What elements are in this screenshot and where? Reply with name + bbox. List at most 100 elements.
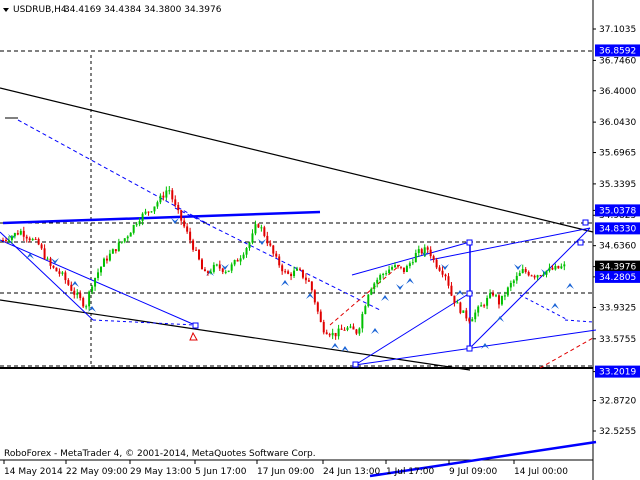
candle-body: [361, 314, 364, 329]
candle-body: [411, 262, 414, 264]
candle-body: [471, 319, 474, 322]
candle-body: [456, 302, 459, 304]
candle-body: [230, 264, 233, 271]
candle-body: [325, 332, 328, 335]
candle-body: [468, 318, 471, 322]
wave-point-marker: [352, 361, 359, 368]
fractal-arrow-icon: [496, 316, 504, 322]
candle-body: [46, 258, 49, 260]
fractal-arrow-icon: [281, 280, 289, 286]
wave-point-marker: [192, 322, 199, 329]
fractal-arrow-icon: [551, 303, 559, 309]
candle-body: [477, 306, 480, 313]
copyright-text: RoboForex - MetaTrader 4, © 2001-2014, M…: [4, 449, 316, 459]
candle-body: [100, 266, 103, 273]
candle-body: [16, 233, 19, 235]
wave-point-marker: [466, 239, 473, 246]
candle-body: [141, 213, 144, 222]
candle-body: [278, 256, 281, 266]
candle-body: [483, 305, 486, 307]
candle-body: [296, 268, 299, 271]
candle-body: [399, 266, 402, 268]
price-tag-label: 34.3976: [599, 263, 636, 273]
candle-body: [85, 306, 88, 308]
candle-body: [495, 295, 498, 297]
candle-body: [417, 249, 420, 253]
price-tick-label: 33.5755: [599, 335, 636, 345]
candle-body: [221, 268, 224, 272]
candle-body: [251, 233, 254, 243]
time-tick-label: 24 Jun 13:00: [323, 467, 380, 477]
candle-body: [242, 254, 245, 259]
blue-trend-line-thick: [2, 210, 321, 225]
symbol-timeframe: USDRUB,H4: [13, 5, 67, 15]
candle-body: [189, 231, 192, 241]
wave-dashed-line-2: [174, 207, 381, 311]
candle-body: [174, 199, 177, 205]
candle-body: [108, 253, 111, 261]
candle-body: [168, 190, 171, 192]
candle-body: [260, 227, 263, 229]
candle-body: [420, 249, 423, 254]
candle-body: [435, 259, 438, 268]
candle-body: [218, 264, 221, 269]
candle-body: [70, 284, 73, 291]
fractal-arrow-icon: [258, 239, 266, 245]
candle-body: [290, 273, 293, 277]
candle-body: [293, 270, 296, 277]
candle-body: [224, 271, 227, 273]
candle-body: [215, 264, 218, 266]
fractal-arrow-icon: [441, 264, 449, 270]
candle-body: [310, 281, 313, 291]
red-arrow-marker: [189, 331, 198, 341]
wave-line-d: [351, 241, 471, 276]
candle-body: [506, 287, 509, 296]
candle-body: [138, 221, 141, 225]
wave-dashed-line-1: [17, 119, 211, 226]
candle-body: [245, 248, 248, 255]
candle-body: [328, 334, 331, 336]
price-tick-label: 32.8720: [599, 397, 636, 407]
candle-body: [346, 327, 349, 330]
time-tick-label: 14 May 2014: [4, 467, 63, 477]
price-tag-label: 36.8592: [599, 46, 636, 56]
candle-body: [492, 293, 495, 296]
candle-body: [239, 258, 242, 262]
candle-body: [73, 290, 76, 295]
candle-body: [453, 295, 456, 304]
candle-body: [319, 311, 322, 322]
candle-body: [313, 290, 316, 303]
candle-body: [301, 269, 304, 278]
candle-body: [554, 265, 557, 270]
time-tick-label: 1 Jul 17:00: [386, 467, 435, 477]
candle-body: [521, 269, 524, 274]
candle-body: [28, 238, 31, 241]
time-tick-label: 14 Jul 00:00: [514, 467, 568, 477]
candle-body: [82, 298, 85, 307]
candle-body: [79, 293, 82, 299]
symbol-dropdown-icon[interactable]: [3, 8, 9, 12]
candle-body: [153, 206, 156, 212]
candle-body: [364, 306, 367, 315]
wave-point-marker: [466, 290, 473, 297]
candle-body: [76, 293, 79, 295]
candle-body: [123, 238, 126, 242]
candle-body: [61, 272, 64, 274]
candle-body: [64, 272, 67, 281]
candle-body: [91, 286, 94, 292]
candle-body: [512, 280, 515, 283]
candle-body: [206, 271, 209, 273]
candle-body: [248, 242, 251, 249]
wave-line-h: [469, 227, 591, 349]
candle-body: [111, 249, 114, 254]
ohlc-values: 34.4169 34.4384 34.3800 34.3976: [64, 5, 222, 15]
candle-body: [298, 268, 301, 270]
candle-body: [102, 258, 105, 267]
candle-body: [376, 279, 379, 284]
candle-body: [34, 238, 37, 240]
fractal-arrow-icon: [71, 281, 79, 287]
price-tick-label: 36.7460: [599, 56, 636, 66]
